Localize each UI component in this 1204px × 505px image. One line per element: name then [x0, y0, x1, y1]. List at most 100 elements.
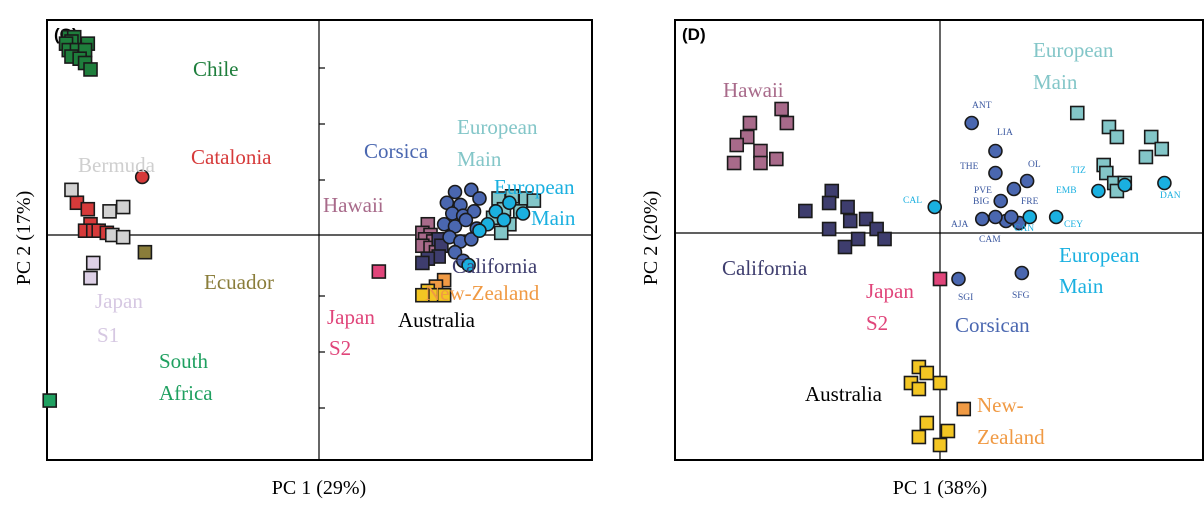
point-california-square	[850, 231, 866, 247]
point-european-main-circle	[927, 199, 943, 215]
point-european-main-square	[1138, 149, 1154, 165]
point-ecuador-square	[137, 244, 153, 260]
label-european-main-top-line2: Main	[1033, 70, 1078, 94]
label-california-d: California	[722, 256, 808, 280]
point-california-square	[840, 199, 855, 215]
point-south-africa-square	[42, 393, 58, 408]
point-corsican-circle	[951, 271, 966, 287]
pop-code-fre: FRE	[1021, 197, 1039, 207]
point-hawaii-square	[753, 143, 768, 159]
point-australia-square	[932, 375, 948, 391]
label-european-main-top-line1: European	[1033, 38, 1114, 62]
point-european-main-circle	[1048, 209, 1064, 225]
label-chile: Chile	[193, 57, 239, 81]
point-bermuda-square	[64, 182, 79, 198]
panel-d-frame	[674, 19, 1204, 461]
point-japan-s2-square	[371, 264, 387, 279]
pop-code-the: THE	[960, 162, 979, 172]
pop-code-cal: CAL	[903, 196, 922, 206]
point-australia-square	[436, 287, 452, 303]
panel-d-y-axis-title: PC 2 (20%)	[640, 191, 662, 285]
point-california-square	[837, 239, 853, 255]
point-japan-s1-square	[83, 270, 98, 286]
point-corsican-circle	[988, 165, 1003, 181]
point-corsica-circle	[472, 191, 487, 206]
label-european-main-b-line1: European	[494, 175, 575, 199]
label-european-main-b-line2: Main	[531, 206, 576, 230]
pop-code-cam: CAM	[979, 235, 1001, 245]
label-japan-s1-line1: Japan	[95, 289, 143, 313]
label-hawaii-c: Hawaii	[323, 193, 384, 217]
pop-code-lia: LIA	[997, 128, 1013, 138]
point-chile-square	[83, 62, 98, 77]
point-california-square	[821, 195, 837, 211]
point-european-main-square	[526, 193, 542, 208]
pop-code-pve: PVE	[974, 186, 992, 196]
label-australia-d: Australia	[805, 382, 883, 406]
point-australia-square	[919, 365, 935, 381]
point-corsica-circle	[458, 212, 474, 228]
point-corsican-circle	[993, 193, 1009, 209]
point-australia-square	[911, 381, 927, 397]
label-south-africa-line2: Africa	[159, 381, 213, 405]
point-japan-s1-square	[85, 255, 101, 271]
label-japan-s2-line2-c: S2	[329, 336, 351, 360]
point-bermuda-square	[115, 229, 131, 245]
point-european-main-square	[1143, 129, 1159, 145]
point-european-main-circle	[461, 257, 476, 273]
pop-code-can: CAN	[1014, 224, 1034, 234]
label-australia-c: Australia	[398, 308, 476, 332]
point-california-square	[415, 255, 430, 271]
point-european-main-circle	[1117, 177, 1133, 193]
point-corsican-circle	[974, 211, 990, 227]
point-australia-square	[919, 415, 935, 431]
label-japan-s2-line1-d: Japan	[866, 279, 914, 303]
point-european-main-circle	[515, 206, 531, 221]
pop-code-ol: OL	[1028, 160, 1041, 170]
label-hawaii-d: Hawaii	[723, 78, 784, 102]
label-european-main-bottom-line2: Main	[1059, 274, 1104, 298]
point-european-main-square	[493, 225, 509, 241]
point-bermuda-square	[115, 199, 131, 215]
label-new-zealand-line1-d: New-	[977, 393, 1024, 417]
point-european-main-square	[1154, 141, 1170, 157]
point-hawaii-square	[779, 115, 795, 131]
label-japan-s1-line2: S1	[97, 323, 119, 347]
point-corsican-circle	[964, 115, 979, 131]
point-hawaii-square	[742, 115, 758, 131]
point-japan-s2-square	[932, 271, 948, 287]
point-catalonia-circle	[134, 169, 150, 185]
label-bermuda: Bermuda	[78, 153, 156, 177]
pop-code-ant: ANT	[972, 101, 992, 111]
pop-code-sgi: SGI	[958, 293, 973, 303]
label-corsican: Corsican	[955, 313, 1030, 337]
label-south-africa-line1: South	[159, 349, 209, 373]
panel-c: (C) PC 1 (29%) PC 2 (17%) Chile Cataloni…	[13, 19, 593, 499]
point-hawaii-square	[769, 151, 784, 167]
point-corsican-circle	[1019, 173, 1035, 189]
panel-c-y-axis-title: PC 2 (17%)	[13, 191, 35, 285]
point-european-main-circle	[496, 212, 512, 228]
point-hawaii-square	[739, 129, 755, 145]
label-new-zealand-c: New-Zealand	[425, 281, 540, 305]
point-european-main-circle	[472, 223, 487, 238]
point-european-main-square	[1069, 105, 1085, 121]
point-bermuda-square	[102, 204, 117, 219]
label-corsica: Corsica	[364, 139, 429, 163]
point-corsican-circle	[1006, 181, 1022, 197]
point-hawaii-square	[774, 101, 789, 117]
panel-d-x-axis-title: PC 1 (38%)	[893, 477, 987, 499]
point-corsican-circle	[988, 143, 1003, 159]
point-hawaii-square	[729, 137, 745, 153]
point-australia-square	[415, 287, 430, 303]
point-hawaii-square	[753, 155, 768, 171]
label-california-c: California	[452, 254, 538, 278]
pop-code-cey: CEY	[1064, 220, 1083, 230]
pop-code-dan: DAN	[1160, 191, 1181, 201]
label-japan-s2-line2-d: S2	[866, 311, 888, 335]
point-australia-square	[911, 429, 927, 445]
point-european-main-circle	[1157, 175, 1172, 191]
panel-c-x-axis-title: PC 1 (29%)	[272, 477, 366, 499]
panel-c-marks	[42, 29, 542, 408]
